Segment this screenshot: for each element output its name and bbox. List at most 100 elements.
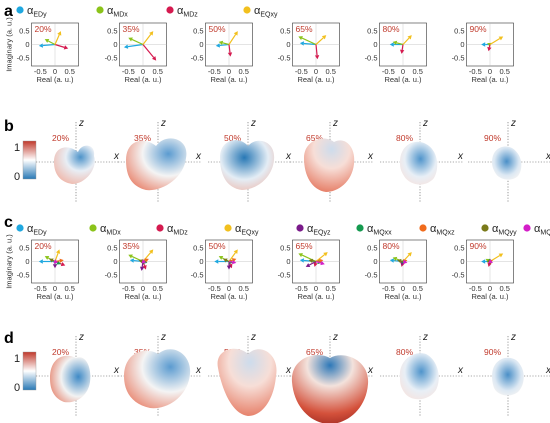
percent-label: 80%	[396, 347, 413, 357]
vector-arrow-shaft	[228, 34, 237, 45]
x-tick-label: 0	[53, 284, 57, 293]
y-tick-label: 0	[25, 40, 29, 49]
x-tick-label: 0	[488, 284, 492, 293]
legend-marker	[224, 224, 232, 232]
y-tick-label: 0.5	[280, 244, 290, 253]
colorbar-min-label: 0	[14, 382, 20, 394]
vector-arrow-head	[392, 40, 398, 45]
panel-letter-b: b	[4, 118, 14, 135]
vector-arrow-head	[314, 55, 320, 60]
y-axis-label: Imaginary (a. u.)	[5, 234, 14, 289]
x-axis-label: x	[545, 365, 550, 376]
legend-marker	[89, 224, 97, 232]
x-axis-label: x	[195, 365, 202, 376]
vector-arrow-head	[52, 264, 58, 269]
vector-arrow-head	[56, 260, 61, 265]
percent-label: 80%	[396, 133, 413, 143]
x-tick-label: 0.5	[64, 67, 74, 76]
vector-arrow-shaft	[142, 44, 155, 58]
y-tick-label: 0.5	[454, 244, 464, 253]
vector-arrow-shaft	[488, 44, 491, 48]
z-axis-label: z	[160, 332, 166, 343]
pattern-lobe	[492, 357, 524, 396]
vector-arrow-head	[402, 259, 408, 264]
y-tick-label: 0	[113, 257, 117, 266]
vector-arrow-shaft	[315, 254, 326, 262]
vector-arrow-shaft	[54, 43, 65, 48]
vector-arrow-head	[392, 256, 398, 261]
vector-arrow-head	[218, 40, 224, 45]
x-tick-label: 0.5	[238, 284, 248, 293]
y-tick-label: -0.5	[191, 53, 204, 62]
y-tick-label: -0.5	[278, 270, 291, 279]
x-tick-label: 0.5	[152, 284, 162, 293]
vector-arrow-head	[231, 258, 237, 263]
y-tick-label: -0.5	[105, 270, 118, 279]
x-tick-label: -0.5	[122, 67, 135, 76]
percent-label: 80%	[383, 241, 400, 251]
x-tick-label: 0	[53, 67, 57, 76]
x-tick-label: 0	[141, 284, 145, 293]
vector-arrow-head	[214, 259, 219, 264]
pattern-lobe	[50, 355, 91, 403]
pattern-lobe	[217, 348, 277, 416]
vector-arrow-head	[226, 265, 232, 270]
x-axis-label: Real (a. u.)	[210, 292, 248, 301]
x-axis-label: x	[113, 365, 120, 376]
x-axis-label: x	[457, 365, 464, 376]
vector-arrow-shaft	[301, 37, 317, 46]
x-tick-label: 0.5	[499, 67, 509, 76]
x-axis-label: Real (a. u.)	[297, 292, 335, 301]
colorbar-d: 1 0	[14, 351, 37, 394]
vector-arrow-shaft	[228, 44, 231, 53]
y-tick-label: 0	[373, 257, 377, 266]
vector-arrow-head	[57, 31, 62, 36]
legend-label: αMQxx	[367, 223, 392, 237]
y-tick-label: -0.5	[365, 53, 378, 62]
y-tick-label: 0	[460, 40, 464, 49]
x-axis-label: Real (a. u.)	[471, 75, 509, 84]
vector-arrow-shaft	[301, 254, 317, 263]
vector-arrow-head	[227, 52, 233, 57]
x-tick-label: -0.5	[382, 284, 395, 293]
vector-arrow-shaft	[402, 37, 410, 45]
vector-arrow-head	[232, 259, 237, 265]
x-axis-label: x	[195, 151, 202, 162]
vector-arrow-head	[299, 258, 305, 263]
legend-label: αMDx	[100, 223, 121, 237]
x-tick-label: 0	[401, 284, 405, 293]
vector-arrow-shaft	[131, 38, 144, 46]
vector-arrow-head	[481, 42, 486, 47]
legend-label: αMDz	[167, 223, 188, 237]
pattern-lobe	[124, 349, 191, 409]
legend-label: αEQxy	[254, 5, 278, 19]
vector-arrow-shaft	[222, 42, 230, 46]
y-tick-label: 0.5	[19, 27, 29, 36]
x-tick-label: 0.5	[238, 67, 248, 76]
y-tick-label: 0.5	[107, 27, 117, 36]
vector-arrow-shaft	[303, 42, 317, 46]
x-axis-label: Real (a. u.)	[36, 292, 74, 301]
y-tick-label: 0.5	[367, 27, 377, 36]
vector-arrow-head	[44, 39, 50, 43]
vector-arrow-head	[481, 259, 486, 264]
vector-arrow-head	[313, 262, 318, 267]
vector-arrow-head	[141, 259, 146, 264]
x-axis-label: x	[113, 151, 120, 162]
colorbar-max-label: 1	[14, 353, 20, 365]
vector-arrow-shaft	[228, 260, 233, 263]
legend-marker	[481, 224, 489, 232]
y-tick-label: 0	[199, 257, 203, 266]
x-tick-label: -0.5	[295, 284, 308, 293]
pattern-lobe	[304, 138, 355, 192]
x-tick-label: 0	[227, 284, 231, 293]
legend-marker	[296, 224, 304, 232]
